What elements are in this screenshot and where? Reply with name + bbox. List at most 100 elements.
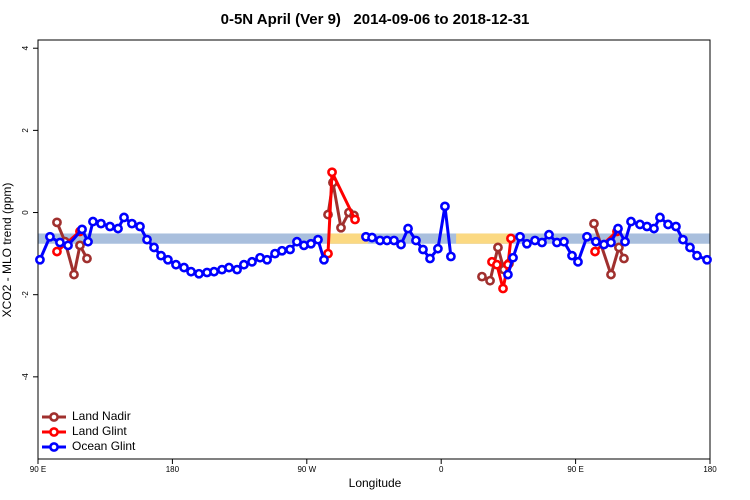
x-axis-label: Longitude <box>349 476 402 490</box>
data-point <box>433 243 443 254</box>
x-tick-label: 180 <box>166 465 180 474</box>
data-point <box>485 275 495 286</box>
data-point <box>367 232 377 243</box>
data-point <box>396 239 406 250</box>
data-point <box>292 236 302 247</box>
data-point <box>649 223 659 234</box>
data-point <box>671 221 681 232</box>
data-point <box>156 250 166 261</box>
data-point <box>277 245 287 256</box>
data-point <box>559 236 569 247</box>
x-tick-label: 180 <box>703 465 717 474</box>
data-point <box>544 229 554 240</box>
y-tick-label: -2 <box>21 291 30 299</box>
data-point <box>515 231 525 242</box>
data-point <box>149 242 159 253</box>
band <box>329 233 369 244</box>
y-tick-label: 0 <box>21 210 30 215</box>
data-point <box>692 250 702 261</box>
data-point <box>35 254 45 265</box>
data-point <box>350 214 360 225</box>
data-point <box>113 223 123 234</box>
data-point <box>82 253 92 264</box>
legend-marker <box>49 442 59 452</box>
data-point <box>105 221 115 232</box>
data-point <box>179 262 189 273</box>
data-point <box>663 219 673 230</box>
data-point <box>702 254 712 265</box>
data-point <box>492 259 502 270</box>
data-point <box>119 212 129 223</box>
data-point <box>63 240 73 251</box>
data-point <box>582 231 592 242</box>
data-point <box>285 244 295 255</box>
legend-marker <box>49 412 59 422</box>
data-point <box>75 240 85 251</box>
x-tick-label: 0 <box>439 465 444 474</box>
data-point <box>52 246 62 257</box>
data-point <box>411 235 421 246</box>
data-point <box>163 254 173 265</box>
legend-marker <box>49 427 59 437</box>
x-tick-label: 90 E <box>567 465 583 474</box>
data-point <box>614 242 624 253</box>
legend-label: Land Nadir <box>72 409 131 423</box>
y-axis-label: XCO2 - MLO trend (ppm) <box>0 183 14 318</box>
data-point <box>239 259 249 270</box>
data-point <box>613 223 623 234</box>
data-point <box>626 216 636 227</box>
data-point <box>425 253 435 264</box>
data-point <box>590 246 600 257</box>
y-tick-label: 4 <box>21 45 30 50</box>
data-point <box>88 216 98 227</box>
data-point <box>319 254 329 265</box>
data-point <box>69 269 79 280</box>
data-point <box>224 262 234 273</box>
data-point <box>45 231 55 242</box>
data-point <box>446 251 456 262</box>
chart-title: 0-5N April (Ver 9) 2014-09-06 to 2018-12… <box>221 11 530 28</box>
data-point <box>506 233 516 244</box>
data-point <box>567 250 577 261</box>
data-point <box>186 266 196 277</box>
data-point <box>96 218 106 229</box>
data-point <box>403 223 413 234</box>
data-point <box>606 237 616 248</box>
data-point <box>685 242 695 253</box>
data-point <box>77 224 87 235</box>
data-point <box>194 268 204 279</box>
data-point <box>313 234 323 245</box>
data-point <box>83 236 93 247</box>
y-tick-label: 2 <box>21 128 30 133</box>
data-point <box>503 269 513 280</box>
data-point <box>327 167 337 178</box>
data-point <box>591 236 601 247</box>
data-point <box>537 237 547 248</box>
plot-frame <box>37 39 711 460</box>
data-point <box>389 235 399 246</box>
data-point <box>418 244 428 255</box>
data-point <box>232 264 242 275</box>
legend-label: Ocean Glint <box>72 439 136 453</box>
x-tick-label: 90 W <box>297 465 316 474</box>
data-point <box>522 238 532 249</box>
data-point <box>247 256 257 267</box>
data-point <box>306 238 316 249</box>
legend-label: Land Glint <box>72 424 127 438</box>
data-point <box>493 242 503 253</box>
data-point <box>440 201 450 212</box>
data-point <box>135 221 145 232</box>
data-point <box>678 234 688 245</box>
data-point <box>620 236 630 247</box>
data-point <box>171 259 181 270</box>
band <box>456 233 510 244</box>
y-tick-label: -4 <box>21 373 30 381</box>
data-point <box>508 252 518 263</box>
data-point <box>127 218 137 229</box>
data-point <box>498 283 508 294</box>
data-point <box>262 254 272 265</box>
data-point <box>55 237 65 248</box>
data-point <box>606 269 616 280</box>
data-point <box>477 271 487 282</box>
